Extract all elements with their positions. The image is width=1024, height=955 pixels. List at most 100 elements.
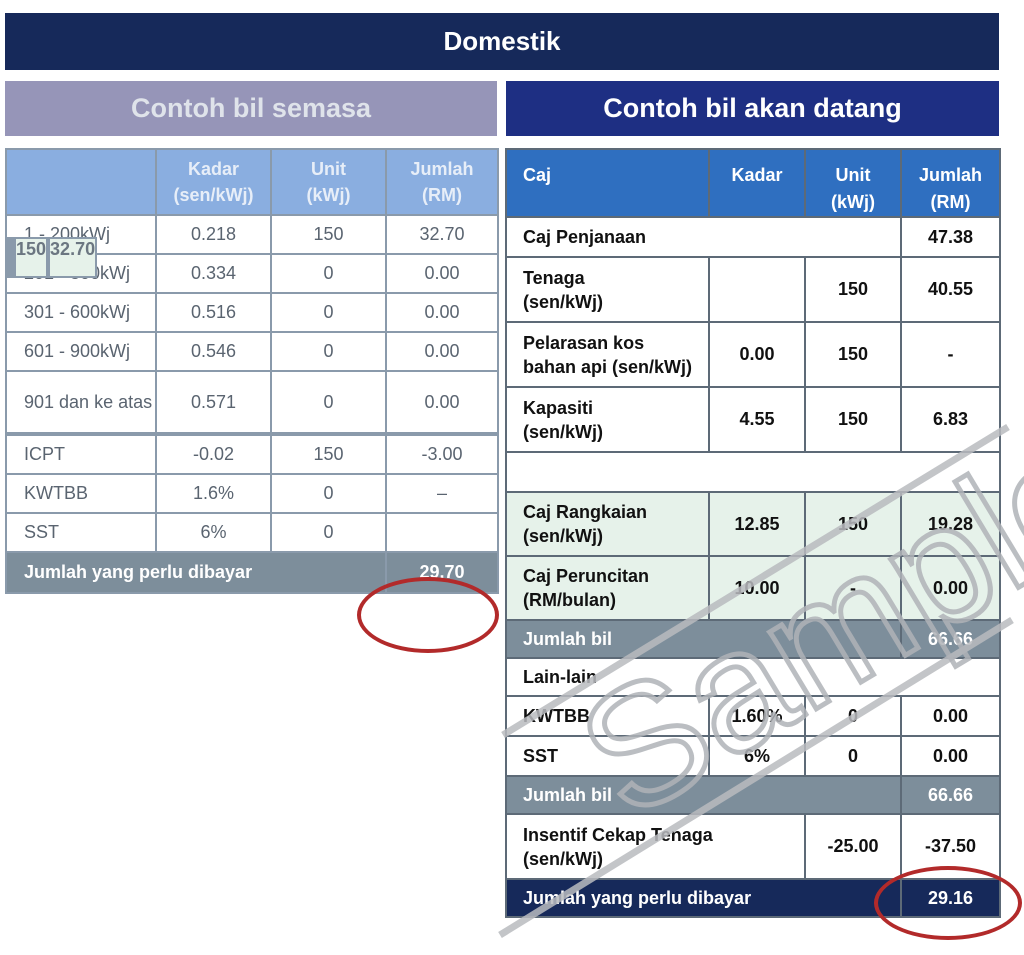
charge-label: KWTBB	[5, 473, 157, 514]
subtotal-jumlah: 32.70	[48, 237, 98, 278]
total-label: Jumlah yang perlu dibayar	[5, 551, 387, 594]
jumlah-cell: 19.28	[900, 491, 1001, 557]
unit-cell: 0	[804, 735, 902, 777]
header-kadar: Kadar (sen/kWj)	[155, 148, 272, 216]
jumlah-cell: -	[900, 321, 1001, 388]
jumlah-bil-row: Jumlah bil 66.66	[505, 619, 1001, 659]
charge-label: SST	[505, 735, 710, 777]
header-row: Caj Kadar Unit (kWj) Jumlah (RM)	[505, 148, 1001, 218]
subtotal-row: 150 32.70	[6, 230, 98, 285]
upcoming-bill-heading: Contoh bil akan datang	[506, 81, 999, 136]
section-label: Lain-lain	[505, 657, 1001, 697]
header-unit: Unit (kWj)	[270, 148, 387, 216]
kadar-cell: 0.571	[155, 370, 272, 434]
kadar-cell: 1.6%	[155, 473, 272, 514]
lain-lain-row: Lain-lain	[505, 657, 1001, 697]
range-cell: 301 - 600kWj	[5, 292, 157, 333]
unit-cell: 0	[270, 512, 387, 553]
charge-label: Caj Peruncitan (RM/bulan)	[505, 555, 710, 621]
charge-label: Tenaga (sen/kWj)	[505, 256, 710, 323]
kadar-cell: 0.334	[155, 253, 272, 294]
table-row: ICPT -0.02 150 -3.00	[5, 434, 499, 475]
subtotal-label: Jumlah bil	[505, 775, 902, 815]
unit-cell: 150	[804, 256, 902, 323]
spacer-cell	[505, 451, 1001, 493]
jumlah-cell: -37.50	[900, 813, 1001, 880]
penjanaan-row: Caj Penjanaan 47.38	[505, 216, 1001, 258]
charge-label: Caj Penjanaan	[505, 216, 902, 258]
charge-label: SST	[5, 512, 157, 553]
subtotal-value: 66.66	[900, 619, 1001, 659]
kadar-cell: 10.00	[708, 555, 806, 621]
jumlah-cell: 32.70	[385, 214, 499, 255]
sst-row: SST 6% 0 0.00	[505, 735, 1001, 777]
total-value: 29.16	[900, 878, 1001, 918]
jumlah-bil-row: Jumlah bil 66.66	[505, 775, 1001, 815]
kadar-cell: 0.546	[155, 331, 272, 372]
insentif-row: Insentif Cekap Tenaga (sen/kWj) -25.00 -…	[505, 813, 1001, 880]
table-row: SST 6% 0	[5, 512, 499, 553]
current-bill-table: Kadar (sen/kWj) Unit (kWj) Jumlah (RM) 1…	[5, 148, 499, 594]
page-banner: Domestik	[5, 13, 999, 70]
subtotal-blank	[10, 237, 14, 278]
total-row: Jumlah yang perlu dibayar 29.70	[5, 551, 499, 594]
subtotal-label: Jumlah bil	[505, 619, 902, 659]
unit-cell: 0	[804, 695, 902, 737]
unit-cell: 150	[804, 321, 902, 388]
kadar-cell	[708, 256, 806, 323]
jumlah-cell: –	[385, 473, 499, 514]
kadar-cell: 6%	[155, 512, 272, 553]
kapasiti-row: Kapasiti (sen/kWj) 4.55 150 6.83	[505, 386, 1001, 453]
jumlah-cell	[385, 512, 499, 553]
pelarasan-row: Pelarasan kos bahan api (sen/kWj) 0.00 1…	[505, 321, 1001, 388]
total-label: Jumlah yang perlu dibayar	[505, 878, 902, 918]
rangkaian-row: Caj Rangkaian (sen/kWj) 12.85 150 19.28	[505, 491, 1001, 557]
jumlah-cell: 0.00	[900, 695, 1001, 737]
header-unit: Unit (kWj)	[804, 148, 902, 218]
unit-cell: 0	[270, 473, 387, 514]
range-cell: 901 dan ke atas	[5, 370, 157, 434]
header-row: Kadar (sen/kWj) Unit (kWj) Jumlah (RM)	[5, 148, 499, 216]
charge-label: ICPT	[5, 434, 157, 475]
kadar-cell: 0.516	[155, 292, 272, 333]
unit-cell: -	[804, 555, 902, 621]
jumlah-cell: 0.00	[385, 292, 499, 333]
unit-cell: 0	[270, 253, 387, 294]
kadar-cell: 12.85	[708, 491, 806, 557]
jumlah-cell: 0.00	[385, 370, 499, 434]
subtotal-unit: 150	[14, 237, 49, 278]
peruncitan-row: Caj Peruncitan (RM/bulan) 10.00 - 0.00	[505, 555, 1001, 621]
total-row: Jumlah yang perlu dibayar 29.16	[505, 878, 1001, 918]
unit-cell: -25.00	[804, 813, 902, 880]
header-jumlah: Jumlah (RM)	[900, 148, 1001, 218]
kadar-cell: 1.60%	[708, 695, 806, 737]
subtotal-value: 66.66	[900, 775, 1001, 815]
tenaga-row: Tenaga (sen/kWj) 150 40.55	[505, 256, 1001, 323]
unit-cell: 150	[270, 214, 387, 255]
unit-cell: 150	[804, 386, 902, 453]
unit-cell: 0	[270, 331, 387, 372]
range-cell: 601 - 900kWj	[5, 331, 157, 372]
upcoming-bill-table: Caj Kadar Unit (kWj) Jumlah (RM) Caj Pen…	[505, 148, 1001, 918]
unit-cell: 0	[270, 370, 387, 434]
table-row: 601 - 900kWj 0.546 0 0.00	[5, 331, 499, 372]
jumlah-cell: 6.83	[900, 386, 1001, 453]
charge-label: Caj Rangkaian (sen/kWj)	[505, 491, 710, 557]
current-bill-heading: Contoh bil semasa	[5, 81, 497, 136]
charge-label: KWTBB	[505, 695, 710, 737]
subtotal-blank	[6, 237, 10, 278]
kwtbb-row: KWTBB 1.60% 0 0.00	[505, 695, 1001, 737]
header-kadar: Kadar	[708, 148, 806, 218]
charge-label: Kapasiti (sen/kWj)	[505, 386, 710, 453]
jumlah-cell: 0.00	[385, 253, 499, 294]
header-blank	[5, 148, 157, 216]
charge-label: Insentif Cekap Tenaga (sen/kWj)	[505, 813, 806, 880]
unit-cell: 150	[270, 434, 387, 475]
spacer-row	[505, 451, 1001, 493]
table-row: KWTBB 1.6% 0 –	[5, 473, 499, 514]
kadar-cell: 0.00	[708, 321, 806, 388]
header-caj: Caj	[505, 148, 710, 218]
table-row: 901 dan ke atas 0.571 0 0.00	[5, 370, 499, 434]
table-row: 301 - 600kWj 0.516 0 0.00	[5, 292, 499, 333]
kadar-cell: 4.55	[708, 386, 806, 453]
